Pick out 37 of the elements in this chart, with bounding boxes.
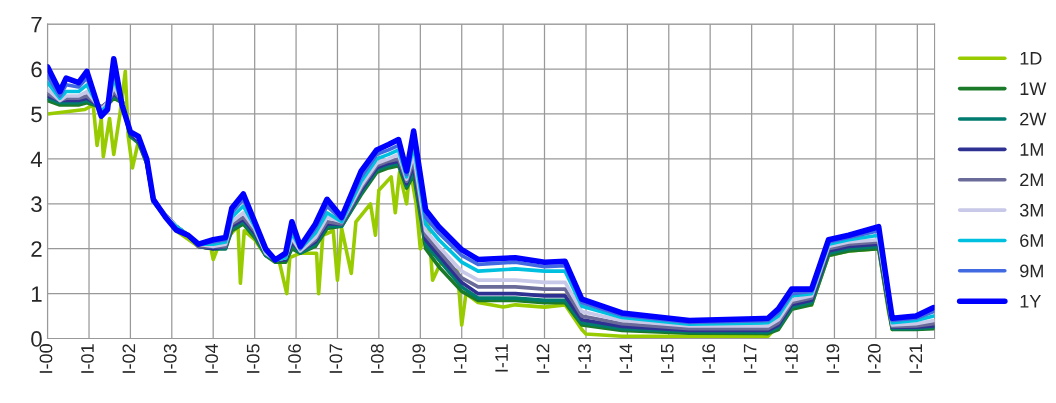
x-tick-label: I-01	[81, 344, 94, 373]
y-tick-label: 7	[31, 16, 42, 33]
legend-label: 1M	[1020, 143, 1043, 156]
y-tick-label: 5	[31, 106, 42, 123]
x-tick-label: I-04	[205, 343, 219, 373]
y-tick-label: 1	[32, 286, 42, 302]
legend-label: 9M	[1020, 264, 1043, 278]
legend-label: 2M	[1020, 173, 1043, 187]
x-tick-label: I-15	[661, 344, 674, 373]
y-tick-label: 4	[30, 151, 43, 167]
x-tick-label: I-14	[619, 343, 633, 373]
legend-label: 3M	[1019, 203, 1043, 217]
x-tick-label: I-09	[412, 344, 426, 373]
y-tick-label: 2	[31, 241, 42, 257]
legend-label: 1Y	[1020, 295, 1041, 308]
x-tick-label: I-02	[122, 344, 136, 373]
x-tick-label: I-12	[536, 344, 550, 373]
y-tick-label: 6	[31, 61, 42, 78]
x-tick-label: I-07	[329, 344, 343, 373]
legend-label: 1W	[1020, 82, 1047, 95]
x-tick-label: I-03	[163, 344, 177, 373]
x-tick-label: I-19	[826, 344, 840, 373]
x-tick-label: I-21	[909, 344, 922, 373]
x-tick-label: I-10	[453, 344, 467, 373]
x-tick-label: I-08	[370, 344, 384, 373]
x-tick-label: I-06	[288, 344, 301, 373]
x-tick-label: I-17	[743, 344, 757, 373]
x-tick-label: I-18	[785, 344, 798, 373]
x-tick-label: I-05	[246, 344, 260, 373]
x-tick-label: I-20	[867, 344, 881, 373]
legend-label: 2W	[1020, 112, 1047, 126]
x-tick-label: I-16	[702, 344, 716, 373]
y-tick-label: 3	[31, 196, 42, 213]
x-tick-label: I-13	[578, 344, 591, 373]
legend-label: 6M	[1020, 234, 1043, 247]
x-tick-label: I-11	[495, 344, 508, 372]
legend-label: 1D	[1020, 52, 1042, 65]
